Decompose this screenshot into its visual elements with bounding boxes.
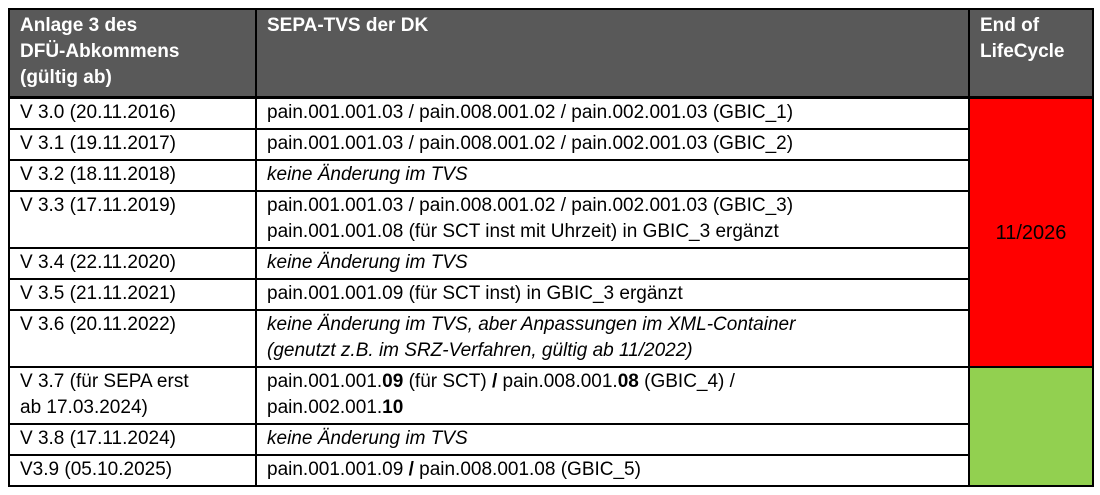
table-row: V3.9 (05.10.2025) pain.001.001.09 / pain.… (8, 454, 1093, 487)
version-cell: V 3.2 (18.11.2018) (8, 159, 257, 192)
version-cell: V 3.7 (für SEPA erst ab 17.03.2024) (8, 366, 257, 425)
tvs-text-segment: pain.001.001.09 (für SCT inst) in GBIC_3… (267, 283, 683, 304)
tvs-cell: keine Änderung im TVS, aber Anpassungen … (255, 309, 970, 368)
eol-green-cell (968, 366, 1094, 487)
version-cell: V 3.3 (17.11.2019) (8, 190, 257, 249)
tvs-cell: pain.001.001.03 / pain.008.001.02 / pain… (255, 128, 970, 161)
tvs-text-segment: 09 (382, 371, 404, 392)
version-cell: V 3.5 (21.11.2021) (8, 278, 257, 311)
tvs-cell: pain.001.001.03 / pain.008.001.02 / pain… (255, 96, 970, 130)
tvs-text-segment: pain.008.001.08 (GBIC_5) (413, 459, 641, 480)
tvs-text-segment: pain.001.001.09 (267, 459, 409, 480)
tvs-text-segment: pain.001.001.08 (für SCT inst mit Uhrzei… (267, 221, 779, 242)
tvs-text-segment: pain.001.001.03 / pain.008.001.02 / pain… (267, 195, 794, 216)
tvs-cell: pain.001.001.09 (für SCT) / pain.008.001… (255, 366, 970, 425)
table-row: V 3.2 (18.11.2018) keine Änderung im TVS (8, 159, 1093, 192)
tvs-cell: keine Änderung im TVS (255, 247, 970, 280)
table-row: V 3.1 (19.11.2017) pain.001.001.03 / pain… (8, 128, 1093, 161)
sepa-tvs-table: Anlage 3 des DFÜ-Abkommens (gültig ab) S… (8, 8, 1094, 487)
tvs-cell: keine Änderung im TVS (255, 159, 970, 192)
version-cell: V 3.4 (22.11.2020) (8, 247, 257, 280)
tvs-text-segment: pain.002.001. (267, 397, 383, 418)
tvs-text-segment: keine Änderung im TVS (267, 428, 468, 449)
version-cell: V3.9 (05.10.2025) (8, 454, 257, 487)
table-row: V 3.4 (22.11.2020) keine Änderung im TVS (8, 247, 1093, 280)
version-cell: V 3.8 (17.11.2024) (8, 423, 257, 456)
table-row: V 3.3 (17.11.2019) pain.001.001.03 / pain… (8, 190, 1093, 249)
tvs-text-segment: pain.001.001.03 / pain.008.001.02 / pain… (267, 102, 794, 123)
tvs-text-segment: (genutzt z.B. im SRZ-Verfahren, gültig a… (267, 340, 693, 361)
tvs-text-segment: / (491, 371, 498, 392)
header-row: Anlage 3 des DFÜ-Abkommens (gültig ab) S… (8, 8, 1094, 99)
tvs-text-segment: keine Änderung im TVS (267, 252, 468, 273)
header-cell-end-of-lifecycle: End of LifeCycle (968, 8, 1094, 99)
table-row: V 3.6 (20.11.2022) keine Änderung im TVS,… (8, 309, 1093, 368)
tvs-text-segment: pain.001.001.03 / pain.008.001.02 / pain… (267, 133, 794, 154)
header-cell-sepa-tvs: SEPA-TVS der DK (255, 8, 970, 99)
tvs-cell: pain.001.001.09 / pain.008.001.08 (GBIC_… (255, 454, 970, 487)
table-body: V 3.0 (20.11.2016) pain.001.001.03 / pain… (8, 96, 1094, 487)
tvs-text-segment: pain.008.001. (497, 371, 618, 392)
tvs-cell: keine Änderung im TVS (255, 423, 970, 456)
tvs-text-segment: (für SCT) (403, 371, 492, 392)
tvs-cell: pain.001.001.03 / pain.008.001.02 / pain… (255, 190, 970, 249)
tvs-text-segment: 10 (382, 397, 404, 418)
tvs-text-segment: 08 (617, 371, 639, 392)
header-cell-anlage: Anlage 3 des DFÜ-Abkommens (gültig ab) (8, 8, 257, 99)
version-cell: V 3.0 (20.11.2016) (8, 96, 257, 130)
tvs-text-segment: (GBIC_4) / (638, 371, 735, 392)
table-row: V 3.7 (für SEPA erst ab 17.03.2024) pain.… (8, 366, 1094, 487)
tvs-text-segment: keine Änderung im TVS, aber Anpassungen … (267, 314, 796, 335)
tvs-text-segment: pain.001.001. (267, 371, 383, 392)
eol-red-cell: 11/2026 (968, 96, 1094, 368)
version-cell: V 3.6 (20.11.2022) (8, 309, 257, 368)
tvs-text-segment: keine Änderung im TVS (267, 164, 468, 185)
version-cell: V 3.1 (19.11.2017) (8, 128, 257, 161)
table-header: Anlage 3 des DFÜ-Abkommens (gültig ab) S… (8, 8, 1094, 99)
table-row: V 3.8 (17.11.2024) keine Änderung im TVS (8, 423, 1093, 456)
tvs-cell: pain.001.001.09 (für SCT inst) in GBIC_3… (255, 278, 970, 311)
table-row: V 3.5 (21.11.2021) pain.001.001.09 (für S… (8, 278, 1093, 311)
table-row: V 3.0 (20.11.2016) pain.001.001.03 / pain… (8, 96, 1094, 368)
